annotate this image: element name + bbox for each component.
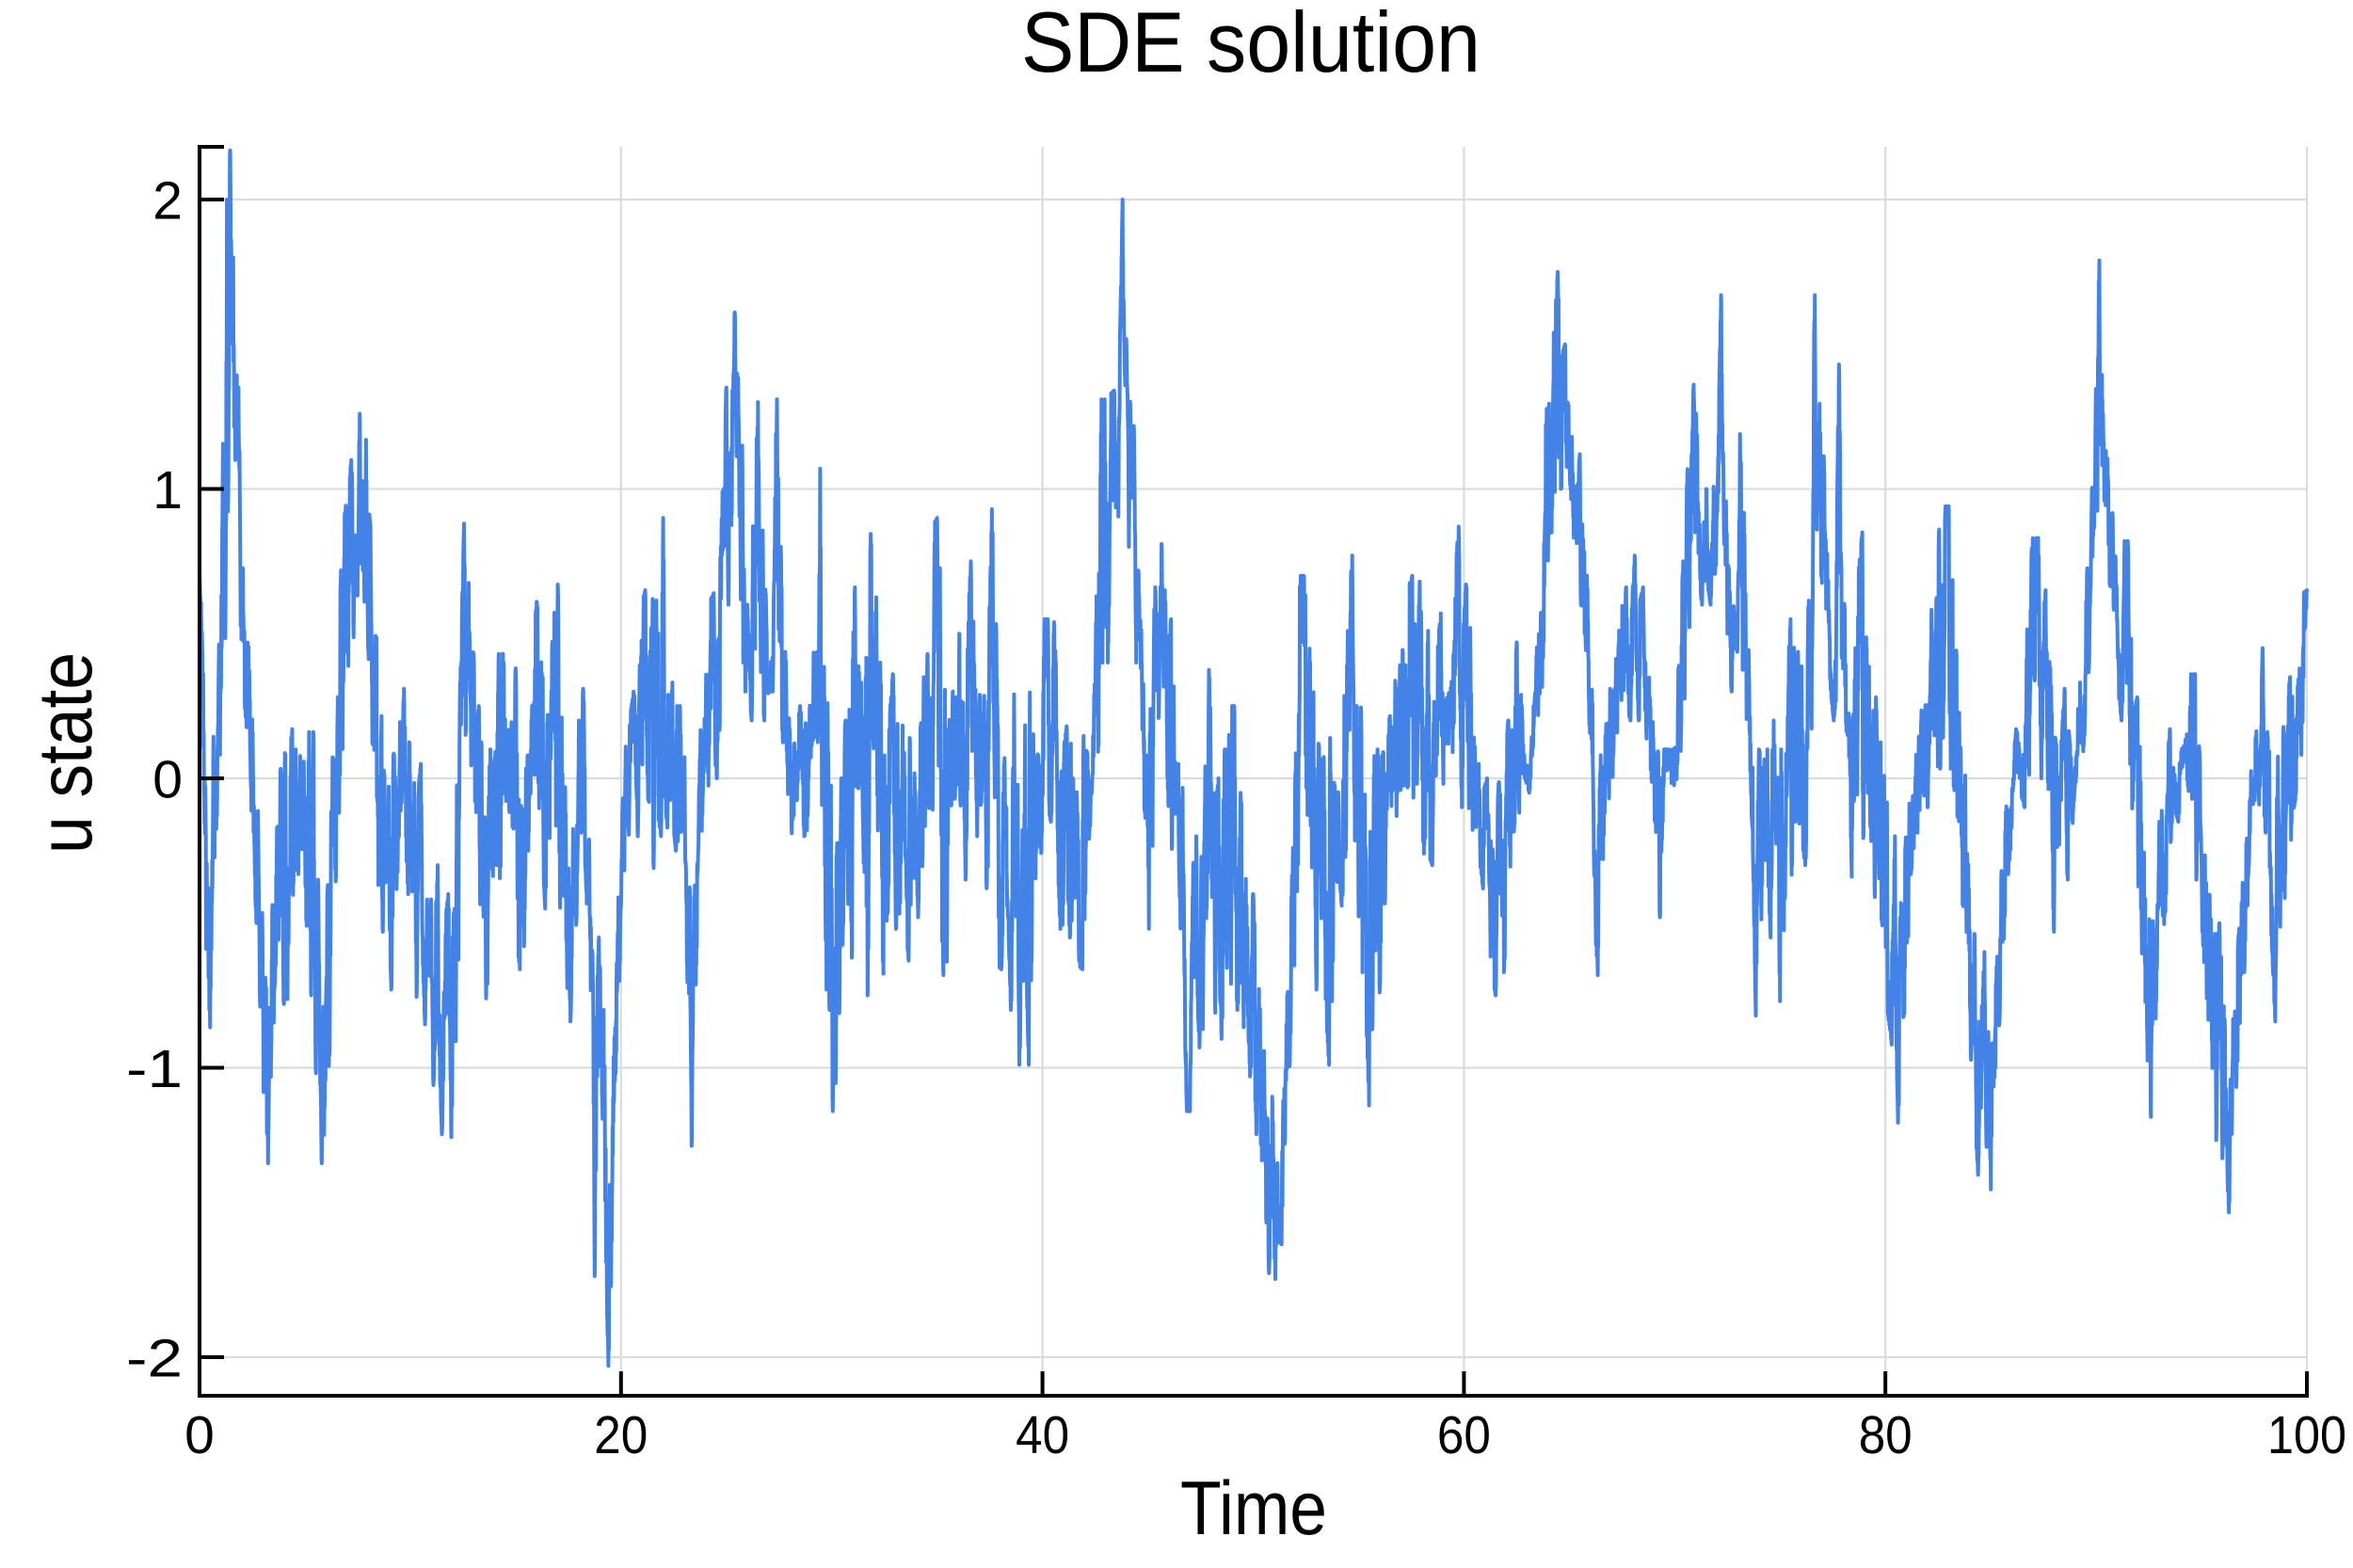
svg-text:Time: Time bbox=[1180, 1466, 1327, 1551]
svg-text:0: 0 bbox=[152, 749, 183, 809]
svg-text:60: 60 bbox=[1437, 1405, 1491, 1465]
svg-text:2: 2 bbox=[152, 170, 183, 231]
svg-text:80: 80 bbox=[1859, 1405, 1913, 1465]
svg-text:-1: -1 bbox=[126, 1039, 183, 1099]
svg-text:0: 0 bbox=[184, 1405, 215, 1465]
svg-text:u state: u state bbox=[24, 652, 108, 854]
svg-text:20: 20 bbox=[594, 1405, 648, 1465]
svg-text:100: 100 bbox=[2267, 1405, 2346, 1465]
svg-text:1: 1 bbox=[152, 460, 183, 520]
svg-text:40: 40 bbox=[1016, 1405, 1069, 1465]
svg-text:-2: -2 bbox=[126, 1328, 183, 1388]
svg-text:SDE solution: SDE solution bbox=[1021, 0, 1481, 90]
